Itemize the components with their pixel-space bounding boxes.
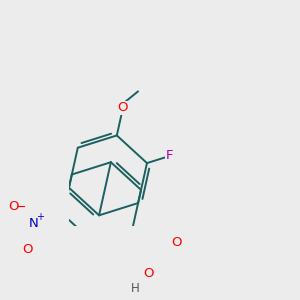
Text: O: O [144, 267, 154, 280]
Text: O: O [22, 243, 33, 256]
Text: F: F [166, 149, 173, 163]
Text: O: O [118, 101, 128, 114]
Text: −: − [16, 201, 27, 214]
Text: O: O [9, 200, 19, 213]
Text: O: O [172, 236, 182, 249]
Text: N: N [28, 217, 38, 230]
Text: H: H [130, 282, 139, 295]
Text: +: + [36, 212, 44, 222]
